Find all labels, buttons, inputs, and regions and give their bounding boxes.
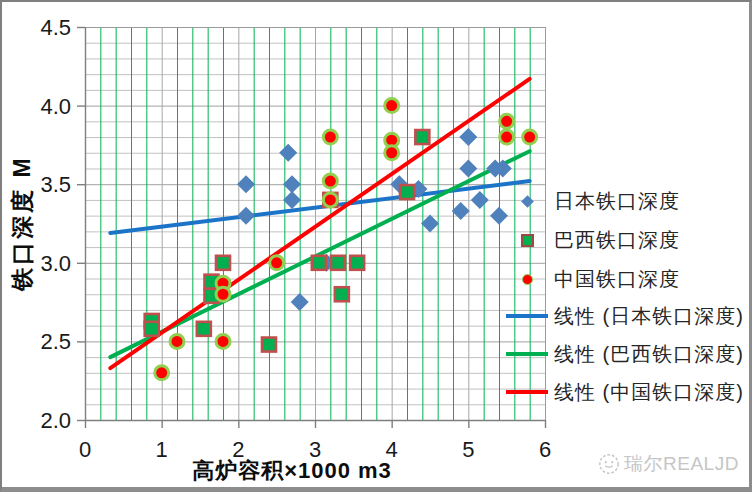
x-tick-label: 6 bbox=[539, 437, 551, 462]
data-point-brazil bbox=[331, 256, 345, 270]
circle-icon bbox=[522, 274, 533, 285]
data-point-china bbox=[216, 334, 230, 348]
x-tick-label: 0 bbox=[79, 437, 91, 462]
data-point-china bbox=[323, 174, 337, 188]
data-point-brazil bbox=[400, 185, 414, 199]
legend-item-trend-china: 线性 (中国铁口深度) bbox=[502, 377, 744, 407]
data-point-china bbox=[270, 256, 284, 270]
legend-label: 线性 (日本铁口深度) bbox=[554, 303, 744, 330]
data-point-brazil bbox=[197, 322, 211, 336]
y-tick-label: 2.5 bbox=[40, 329, 71, 354]
y-tick-label: 4.5 bbox=[40, 15, 71, 40]
square-icon bbox=[521, 234, 534, 247]
data-point-brazil bbox=[216, 256, 230, 270]
data-point-brazil bbox=[312, 256, 326, 270]
data-point-china bbox=[170, 334, 184, 348]
data-point-japan bbox=[237, 207, 255, 225]
data-point-brazil bbox=[335, 287, 349, 301]
y-tick-label: 3.5 bbox=[40, 172, 71, 197]
data-point-brazil bbox=[262, 338, 276, 352]
diamond-icon bbox=[521, 195, 534, 208]
y-tick-label: 3.0 bbox=[40, 251, 71, 276]
trendline-sample-icon bbox=[506, 390, 548, 394]
legend-item-trend-brazil: 线性 (巴西铁口深度) bbox=[502, 339, 744, 369]
y-tick-label: 2.0 bbox=[40, 408, 71, 433]
watermark: 瑞尔REALJD bbox=[598, 451, 739, 477]
watermark-logo-icon bbox=[598, 453, 620, 475]
data-point-china bbox=[155, 366, 169, 380]
trendline-sample-icon bbox=[506, 314, 548, 318]
data-point-japan bbox=[459, 159, 477, 177]
data-point-china bbox=[216, 287, 230, 301]
data-point-china bbox=[523, 130, 537, 144]
chart-frame: 2.02.53.03.54.04.50123456 铁口深度 M 高炉容积×10… bbox=[0, 0, 752, 492]
legend-item-japan: 日本铁口深度 bbox=[502, 186, 680, 216]
legend-item-china: 中国铁口深度 bbox=[502, 264, 680, 294]
data-point-china bbox=[385, 99, 399, 113]
legend-label: 线性 (中国铁口深度) bbox=[554, 379, 744, 406]
data-point-brazil bbox=[350, 256, 364, 270]
legend-label: 线性 (巴西铁口深度) bbox=[554, 341, 744, 368]
x-axis-title: 高炉容积×1000 m3 bbox=[92, 456, 492, 486]
legend-item-brazil: 巴西铁口深度 bbox=[502, 225, 680, 255]
y-tick-label: 4.0 bbox=[40, 94, 71, 119]
data-point-china bbox=[323, 193, 337, 207]
data-point-japan bbox=[452, 202, 470, 220]
data-point-japan bbox=[459, 128, 477, 146]
data-point-japan bbox=[291, 293, 309, 311]
data-point-japan bbox=[283, 175, 301, 193]
data-point-japan bbox=[237, 175, 255, 193]
data-point-brazil bbox=[415, 130, 429, 144]
data-point-china bbox=[500, 114, 514, 128]
data-point-japan bbox=[279, 144, 297, 162]
legend-item-trend-japan: 线性 (日本铁口深度) bbox=[502, 301, 744, 331]
data-point-japan bbox=[471, 191, 489, 209]
legend-label: 巴西铁口深度 bbox=[554, 227, 680, 254]
legend-label: 中国铁口深度 bbox=[554, 266, 680, 293]
legend-label: 日本铁口深度 bbox=[554, 188, 680, 215]
data-point-brazil bbox=[145, 322, 159, 336]
trendline-sample-icon bbox=[506, 352, 548, 356]
data-point-japan bbox=[421, 215, 439, 233]
data-point-china bbox=[385, 146, 399, 160]
data-point-japan bbox=[283, 191, 301, 209]
data-point-china bbox=[323, 130, 337, 144]
watermark-text: 瑞尔REALJD bbox=[624, 451, 739, 477]
data-point-china bbox=[500, 130, 514, 144]
y-axis-title: 铁口深度 M bbox=[9, 143, 35, 303]
